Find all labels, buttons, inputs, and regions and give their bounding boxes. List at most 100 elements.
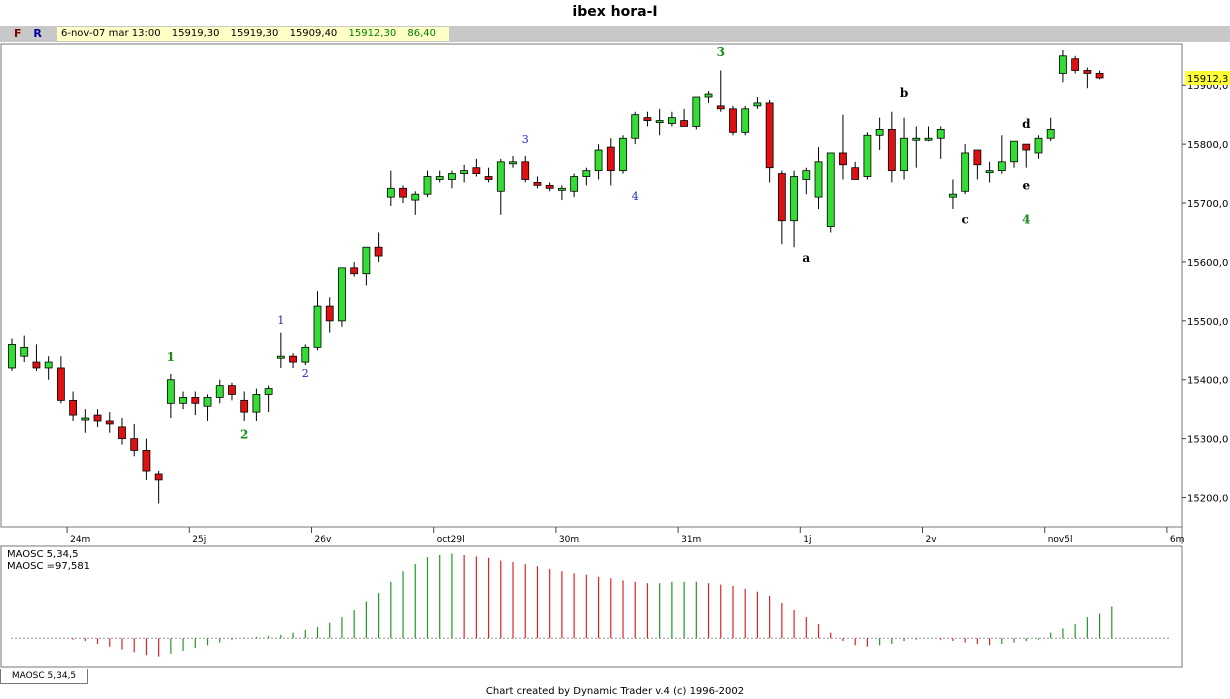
candle[interactable] xyxy=(753,97,762,109)
candle[interactable] xyxy=(887,111,896,183)
candle[interactable] xyxy=(533,176,542,189)
candle[interactable] xyxy=(423,170,432,198)
candle[interactable] xyxy=(570,173,579,198)
candle[interactable] xyxy=(1095,70,1104,80)
candle[interactable] xyxy=(105,412,114,433)
candle[interactable] xyxy=(606,138,615,186)
candle[interactable] xyxy=(264,385,273,413)
candle[interactable] xyxy=(32,344,41,371)
candle[interactable] xyxy=(851,161,860,180)
chart-canvas[interactable]: 15200,0 15300,0 15400,0 15500,0 15600,0 15700… xyxy=(0,42,1230,669)
candle[interactable] xyxy=(704,91,713,103)
candle[interactable] xyxy=(362,246,371,286)
candle[interactable] xyxy=(154,471,163,504)
candle[interactable] xyxy=(448,170,456,189)
candle[interactable] xyxy=(692,96,701,130)
candle[interactable] xyxy=(203,394,212,421)
candle[interactable] xyxy=(777,170,786,245)
candle[interactable] xyxy=(1034,135,1043,159)
candle[interactable] xyxy=(69,391,77,421)
candle[interactable] xyxy=(338,267,346,327)
candle[interactable] xyxy=(936,126,945,159)
candle[interactable] xyxy=(545,182,554,192)
candle[interactable] xyxy=(191,391,200,416)
candle[interactable] xyxy=(56,356,65,404)
candle[interactable] xyxy=(1071,55,1080,74)
price-panel[interactable]: 15200,0 15300,0 15400,0 15500,0 15600,0 15700… xyxy=(0,43,1230,545)
f-button[interactable]: F xyxy=(14,27,22,40)
candle[interactable] xyxy=(350,261,359,277)
candle[interactable] xyxy=(741,105,750,136)
candle[interactable] xyxy=(118,418,126,445)
candle[interactable] xyxy=(460,164,469,183)
candle[interactable] xyxy=(509,155,517,168)
candle[interactable] xyxy=(20,335,29,363)
candle[interactable] xyxy=(179,391,187,410)
candle[interactable] xyxy=(643,111,652,127)
candle[interactable] xyxy=(215,379,224,404)
candle-body xyxy=(851,167,860,180)
candle[interactable] xyxy=(631,111,640,145)
candle[interactable] xyxy=(582,167,591,186)
candle[interactable] xyxy=(1059,49,1067,83)
candle[interactable] xyxy=(912,126,921,168)
candle[interactable] xyxy=(729,105,737,136)
candle[interactable] xyxy=(1022,143,1031,168)
candle[interactable] xyxy=(81,409,90,433)
candle[interactable] xyxy=(142,438,151,480)
candle[interactable] xyxy=(680,108,688,127)
candle[interactable] xyxy=(1010,140,1018,168)
candle[interactable] xyxy=(619,135,627,174)
candle[interactable] xyxy=(301,344,310,366)
indicator-tab[interactable]: MAOSC 5,34,5 xyxy=(0,669,88,684)
candle[interactable] xyxy=(655,108,664,136)
candle[interactable] xyxy=(8,338,16,371)
candle[interactable] xyxy=(435,170,444,183)
candle[interactable] xyxy=(411,191,420,215)
candle-body xyxy=(961,152,970,192)
candle[interactable] xyxy=(985,161,994,183)
candle[interactable] xyxy=(166,373,175,419)
candle[interactable] xyxy=(374,232,383,262)
candle[interactable] xyxy=(961,144,970,195)
candle[interactable] xyxy=(826,152,835,233)
candle[interactable] xyxy=(313,291,322,351)
candle[interactable] xyxy=(814,147,823,209)
candle[interactable] xyxy=(93,409,102,427)
candle[interactable] xyxy=(875,117,884,151)
candle[interactable] xyxy=(325,297,334,333)
candle[interactable] xyxy=(386,170,395,206)
candle[interactable] xyxy=(228,382,236,401)
candle[interactable] xyxy=(594,144,603,180)
candle[interactable] xyxy=(973,149,982,180)
candle[interactable] xyxy=(521,155,530,183)
candle[interactable] xyxy=(863,132,872,180)
candle[interactable] xyxy=(1083,67,1092,89)
candle[interactable] xyxy=(484,167,493,183)
candle[interactable] xyxy=(1046,117,1055,142)
candle[interactable] xyxy=(240,391,249,421)
candle[interactable] xyxy=(472,158,481,177)
candle[interactable] xyxy=(716,70,725,112)
candle[interactable] xyxy=(276,332,285,368)
wave-label: b xyxy=(900,86,908,100)
candle[interactable] xyxy=(949,179,957,209)
candle[interactable] xyxy=(496,158,505,215)
candle[interactable] xyxy=(399,185,407,204)
candle[interactable] xyxy=(765,99,774,183)
candle[interactable] xyxy=(667,111,676,127)
candle[interactable] xyxy=(997,135,1006,174)
wave-label: 2 xyxy=(302,367,309,380)
candle[interactable] xyxy=(924,126,933,142)
candle[interactable] xyxy=(802,167,811,195)
candle[interactable] xyxy=(44,356,53,380)
candle[interactable] xyxy=(252,388,261,421)
candle[interactable] xyxy=(558,185,566,201)
r-button[interactable]: R xyxy=(33,27,42,40)
candle[interactable] xyxy=(900,117,908,180)
candle[interactable] xyxy=(130,423,139,457)
candle[interactable] xyxy=(289,353,297,368)
candle[interactable] xyxy=(790,170,798,248)
candle[interactable] xyxy=(839,114,847,180)
